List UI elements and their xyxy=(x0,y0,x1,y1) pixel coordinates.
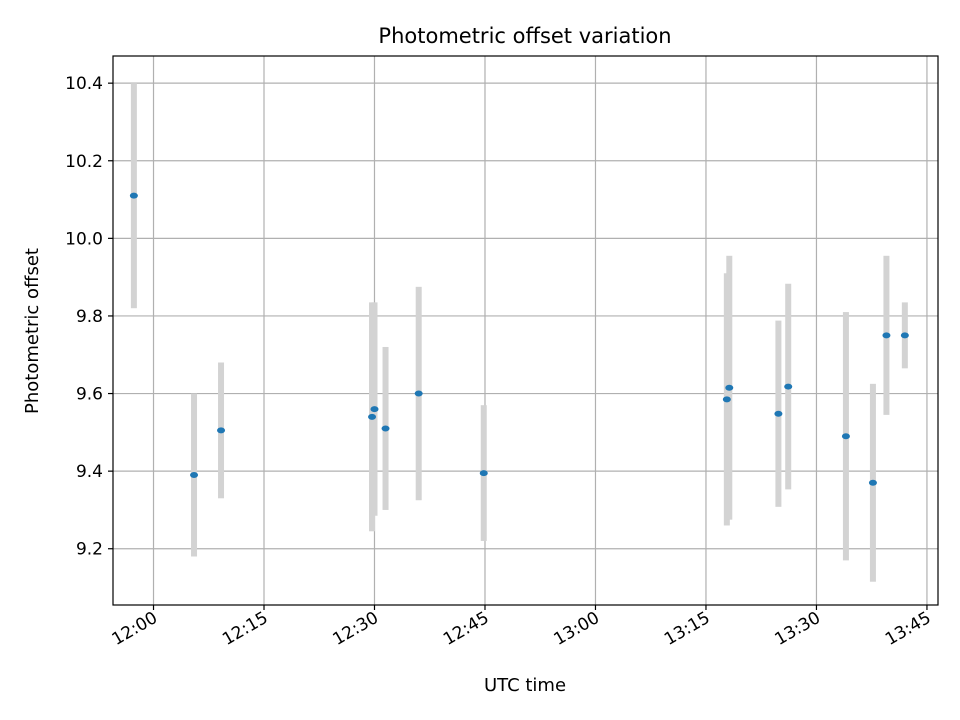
data-point xyxy=(774,410,783,417)
y-axis-ticks: 9.2 9.4 9.6 9.8 10.0 10.2 10.4 xyxy=(65,74,113,560)
x-axis-label: UTC time xyxy=(484,675,566,696)
data-point xyxy=(841,433,850,440)
y-tick-label: 9.4 xyxy=(76,462,103,482)
data-point xyxy=(722,396,731,403)
grid-lines xyxy=(113,56,938,605)
data-point xyxy=(784,383,793,390)
y-axis-label: Photometric offset xyxy=(22,248,43,414)
data-point xyxy=(368,413,377,420)
y-tick-label: 9.8 xyxy=(76,307,103,327)
data-point xyxy=(479,470,488,477)
data-point xyxy=(900,332,909,339)
data-point xyxy=(129,192,138,199)
data-point xyxy=(370,406,379,413)
data-point xyxy=(414,390,423,397)
data-point xyxy=(217,427,226,434)
data-point xyxy=(381,425,390,432)
y-tick-label: 10.4 xyxy=(65,74,103,94)
data-point xyxy=(882,332,891,339)
data-point xyxy=(725,384,734,391)
chart-title: Photometric offset variation xyxy=(378,24,671,48)
data-point xyxy=(868,479,877,486)
data-point xyxy=(190,472,199,479)
y-tick-label: 10.0 xyxy=(65,229,103,249)
y-tick-label: 9.2 xyxy=(76,540,103,560)
y-tick-label: 10.2 xyxy=(65,152,103,172)
axes-frame xyxy=(112,55,939,606)
y-tick-label: 9.6 xyxy=(76,385,103,405)
data-points xyxy=(129,192,909,486)
